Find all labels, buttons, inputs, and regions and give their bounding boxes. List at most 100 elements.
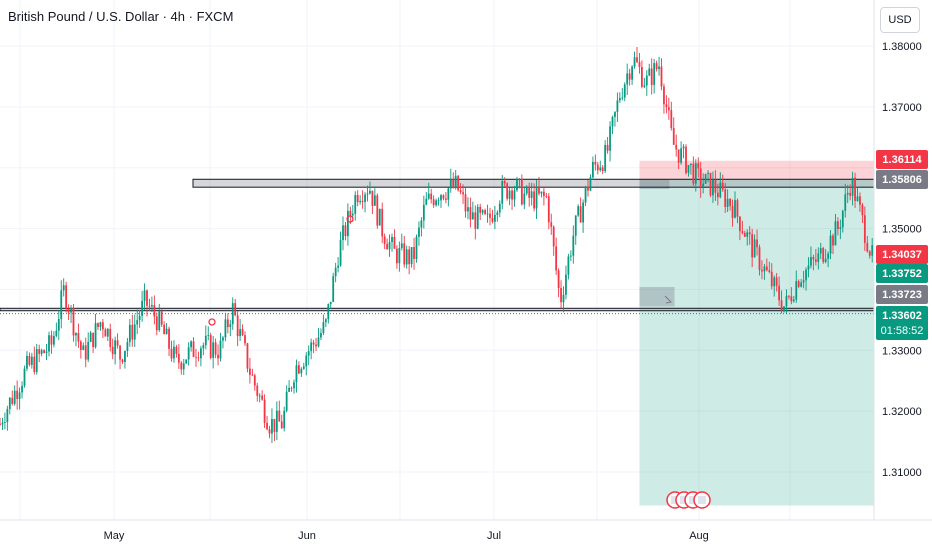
candle-body — [707, 172, 709, 174]
candle-body — [50, 335, 53, 345]
candle-body — [567, 256, 570, 275]
candle-body — [481, 210, 484, 213]
candle-body — [75, 333, 77, 336]
candle-body — [709, 172, 712, 196]
candle-body — [498, 203, 501, 213]
candle-body — [8, 397, 11, 409]
candle-body — [773, 277, 776, 287]
candle-body — [712, 179, 714, 196]
candle-body — [829, 235, 832, 254]
candle-body — [18, 392, 21, 399]
candle-body — [528, 187, 531, 198]
candle-body — [859, 196, 861, 205]
chart-title: British Pound / U.S. Dollar · 4h · FXCM — [8, 9, 234, 24]
candle-body — [43, 350, 45, 353]
candle-body — [371, 190, 374, 206]
candle-body — [856, 196, 859, 201]
candle-body — [555, 246, 558, 271]
candle-body — [72, 307, 75, 336]
candle-body — [601, 167, 604, 172]
candle-body — [577, 206, 580, 216]
candle-body — [403, 243, 406, 265]
event-marker[interactable] — [346, 215, 354, 223]
price-label: 1.35806 — [882, 174, 922, 186]
candle-body — [479, 206, 482, 213]
flag-icon — [698, 496, 706, 504]
candle-body — [770, 271, 773, 287]
candle-body — [109, 328, 112, 347]
y-tick-label: 1.31000 — [882, 467, 922, 479]
price-label: 1.33752 — [882, 268, 922, 280]
candle-body — [868, 251, 871, 256]
candle-body — [273, 418, 276, 432]
position-stop-zone[interactable] — [639, 160, 874, 180]
currency-selector[interactable]: USD — [880, 7, 920, 33]
candle-body — [445, 198, 447, 200]
candle-body — [795, 281, 798, 300]
price-label-badge — [876, 150, 928, 169]
candle-body — [476, 206, 479, 229]
candles — [0, 46, 898, 444]
candle-body — [535, 187, 538, 209]
candle-body — [675, 144, 678, 150]
candle-body — [315, 344, 317, 347]
candle-body — [119, 345, 121, 360]
candle-body — [285, 391, 288, 411]
candle-body — [645, 75, 648, 86]
candle-body — [204, 335, 207, 346]
candle-body — [783, 306, 785, 311]
candle-body — [187, 347, 190, 360]
resistance-zone[interactable] — [192, 178, 875, 188]
y-tick-label: 1.32000 — [882, 406, 922, 418]
candle-body — [440, 195, 442, 201]
candle-body — [462, 192, 464, 195]
candle-body — [202, 345, 205, 349]
time-axis[interactable]: May Jun Jul Aug — [0, 519, 932, 542]
candle-body — [410, 247, 413, 265]
candle-body — [486, 213, 489, 215]
candle-body — [190, 341, 192, 348]
candle-body — [677, 149, 680, 163]
candle-body — [817, 253, 820, 262]
candle-body — [849, 192, 852, 196]
candle-body — [484, 210, 486, 214]
candle-body — [741, 231, 744, 233]
candle-body — [449, 179, 452, 189]
candle-body — [143, 290, 146, 301]
candle-body — [332, 276, 335, 302]
candle-body — [329, 301, 332, 305]
candle-body — [212, 342, 215, 358]
candle-body — [347, 210, 349, 237]
position-target-zone[interactable] — [639, 179, 874, 506]
candle-body — [633, 57, 636, 67]
candle-body — [121, 359, 124, 363]
candle-body — [155, 316, 158, 331]
candle-body — [609, 126, 611, 151]
candle-body — [837, 221, 839, 229]
candle-body — [427, 193, 430, 199]
candle-body — [545, 196, 548, 197]
candle-body — [317, 337, 320, 347]
candle-body — [349, 210, 352, 216]
candle-body — [687, 165, 690, 173]
candle-body — [841, 210, 844, 228]
candle-body — [293, 382, 295, 389]
support-zone[interactable] — [0, 307, 875, 312]
candle-body — [474, 212, 477, 229]
economic-events[interactable] — [666, 491, 711, 509]
candle-body — [699, 168, 702, 187]
candle-body — [763, 266, 766, 272]
price-axis[interactable]: 1.38000 1.37000 1.35000 1.33000 1.32000 1.310… — [873, 0, 932, 550]
candle-body — [569, 255, 572, 257]
candle-body — [35, 349, 38, 372]
candle-body — [253, 375, 256, 386]
candle-body — [516, 179, 518, 191]
event-marker[interactable] — [208, 318, 216, 326]
candle-body — [283, 410, 286, 429]
candle-body — [790, 296, 793, 302]
candle-body — [266, 422, 268, 430]
candle-body — [574, 215, 577, 236]
candle-body — [562, 294, 565, 303]
candle-body — [165, 328, 168, 335]
